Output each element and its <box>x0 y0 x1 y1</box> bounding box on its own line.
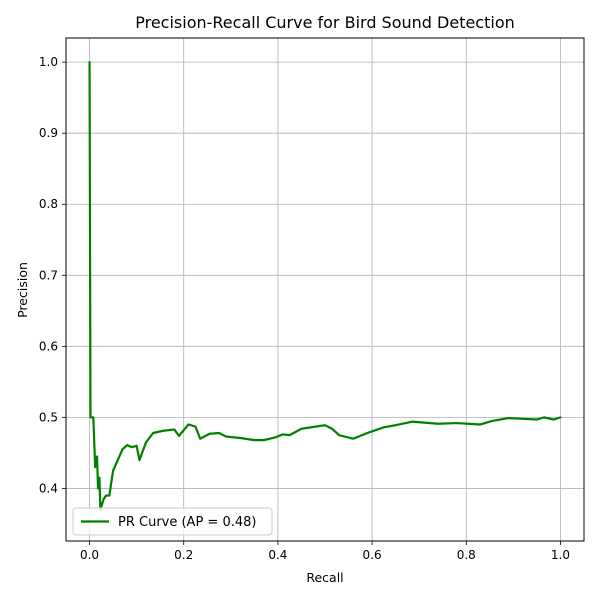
x-tick-label: 0.6 <box>363 548 382 562</box>
x-tick-label: 0.4 <box>268 548 287 562</box>
series-layer <box>88 61 562 511</box>
chart-title: Precision-Recall Curve for Bird Sound De… <box>135 13 515 32</box>
x-tick-label: 0.0 <box>80 548 99 562</box>
y-axis-label: Precision <box>15 262 30 318</box>
y-tick-label: 0.9 <box>39 126 58 140</box>
plot-frame <box>65 37 585 542</box>
y-tick-label: 0.6 <box>39 339 58 353</box>
y-tick-label: 0.4 <box>39 481 58 495</box>
ticks: 0.0 0.2 0.4 0.6 0.8 1.0 0.4 0.5 0.6 0.7 0.8 0.9 1.0 <box>39 55 570 562</box>
x-tick-label: 1.0 <box>551 548 570 562</box>
legend-box <box>72 507 273 536</box>
y-tick-label: 1.0 <box>39 55 58 69</box>
legend: PR Curve (AP = 0.48) <box>72 507 273 536</box>
y-tick-label: 0.7 <box>39 268 58 282</box>
x-tick-label: 0.2 <box>174 548 193 562</box>
pr-curve-line <box>88 61 562 511</box>
x-tick-label: 0.8 <box>457 548 476 562</box>
legend-label: PR Curve (AP = 0.48) <box>118 515 256 530</box>
x-axis-label: Recall <box>306 570 343 585</box>
y-tick-label: 0.8 <box>39 197 58 211</box>
grid <box>66 38 584 541</box>
y-tick-label: 0.5 <box>39 410 58 424</box>
